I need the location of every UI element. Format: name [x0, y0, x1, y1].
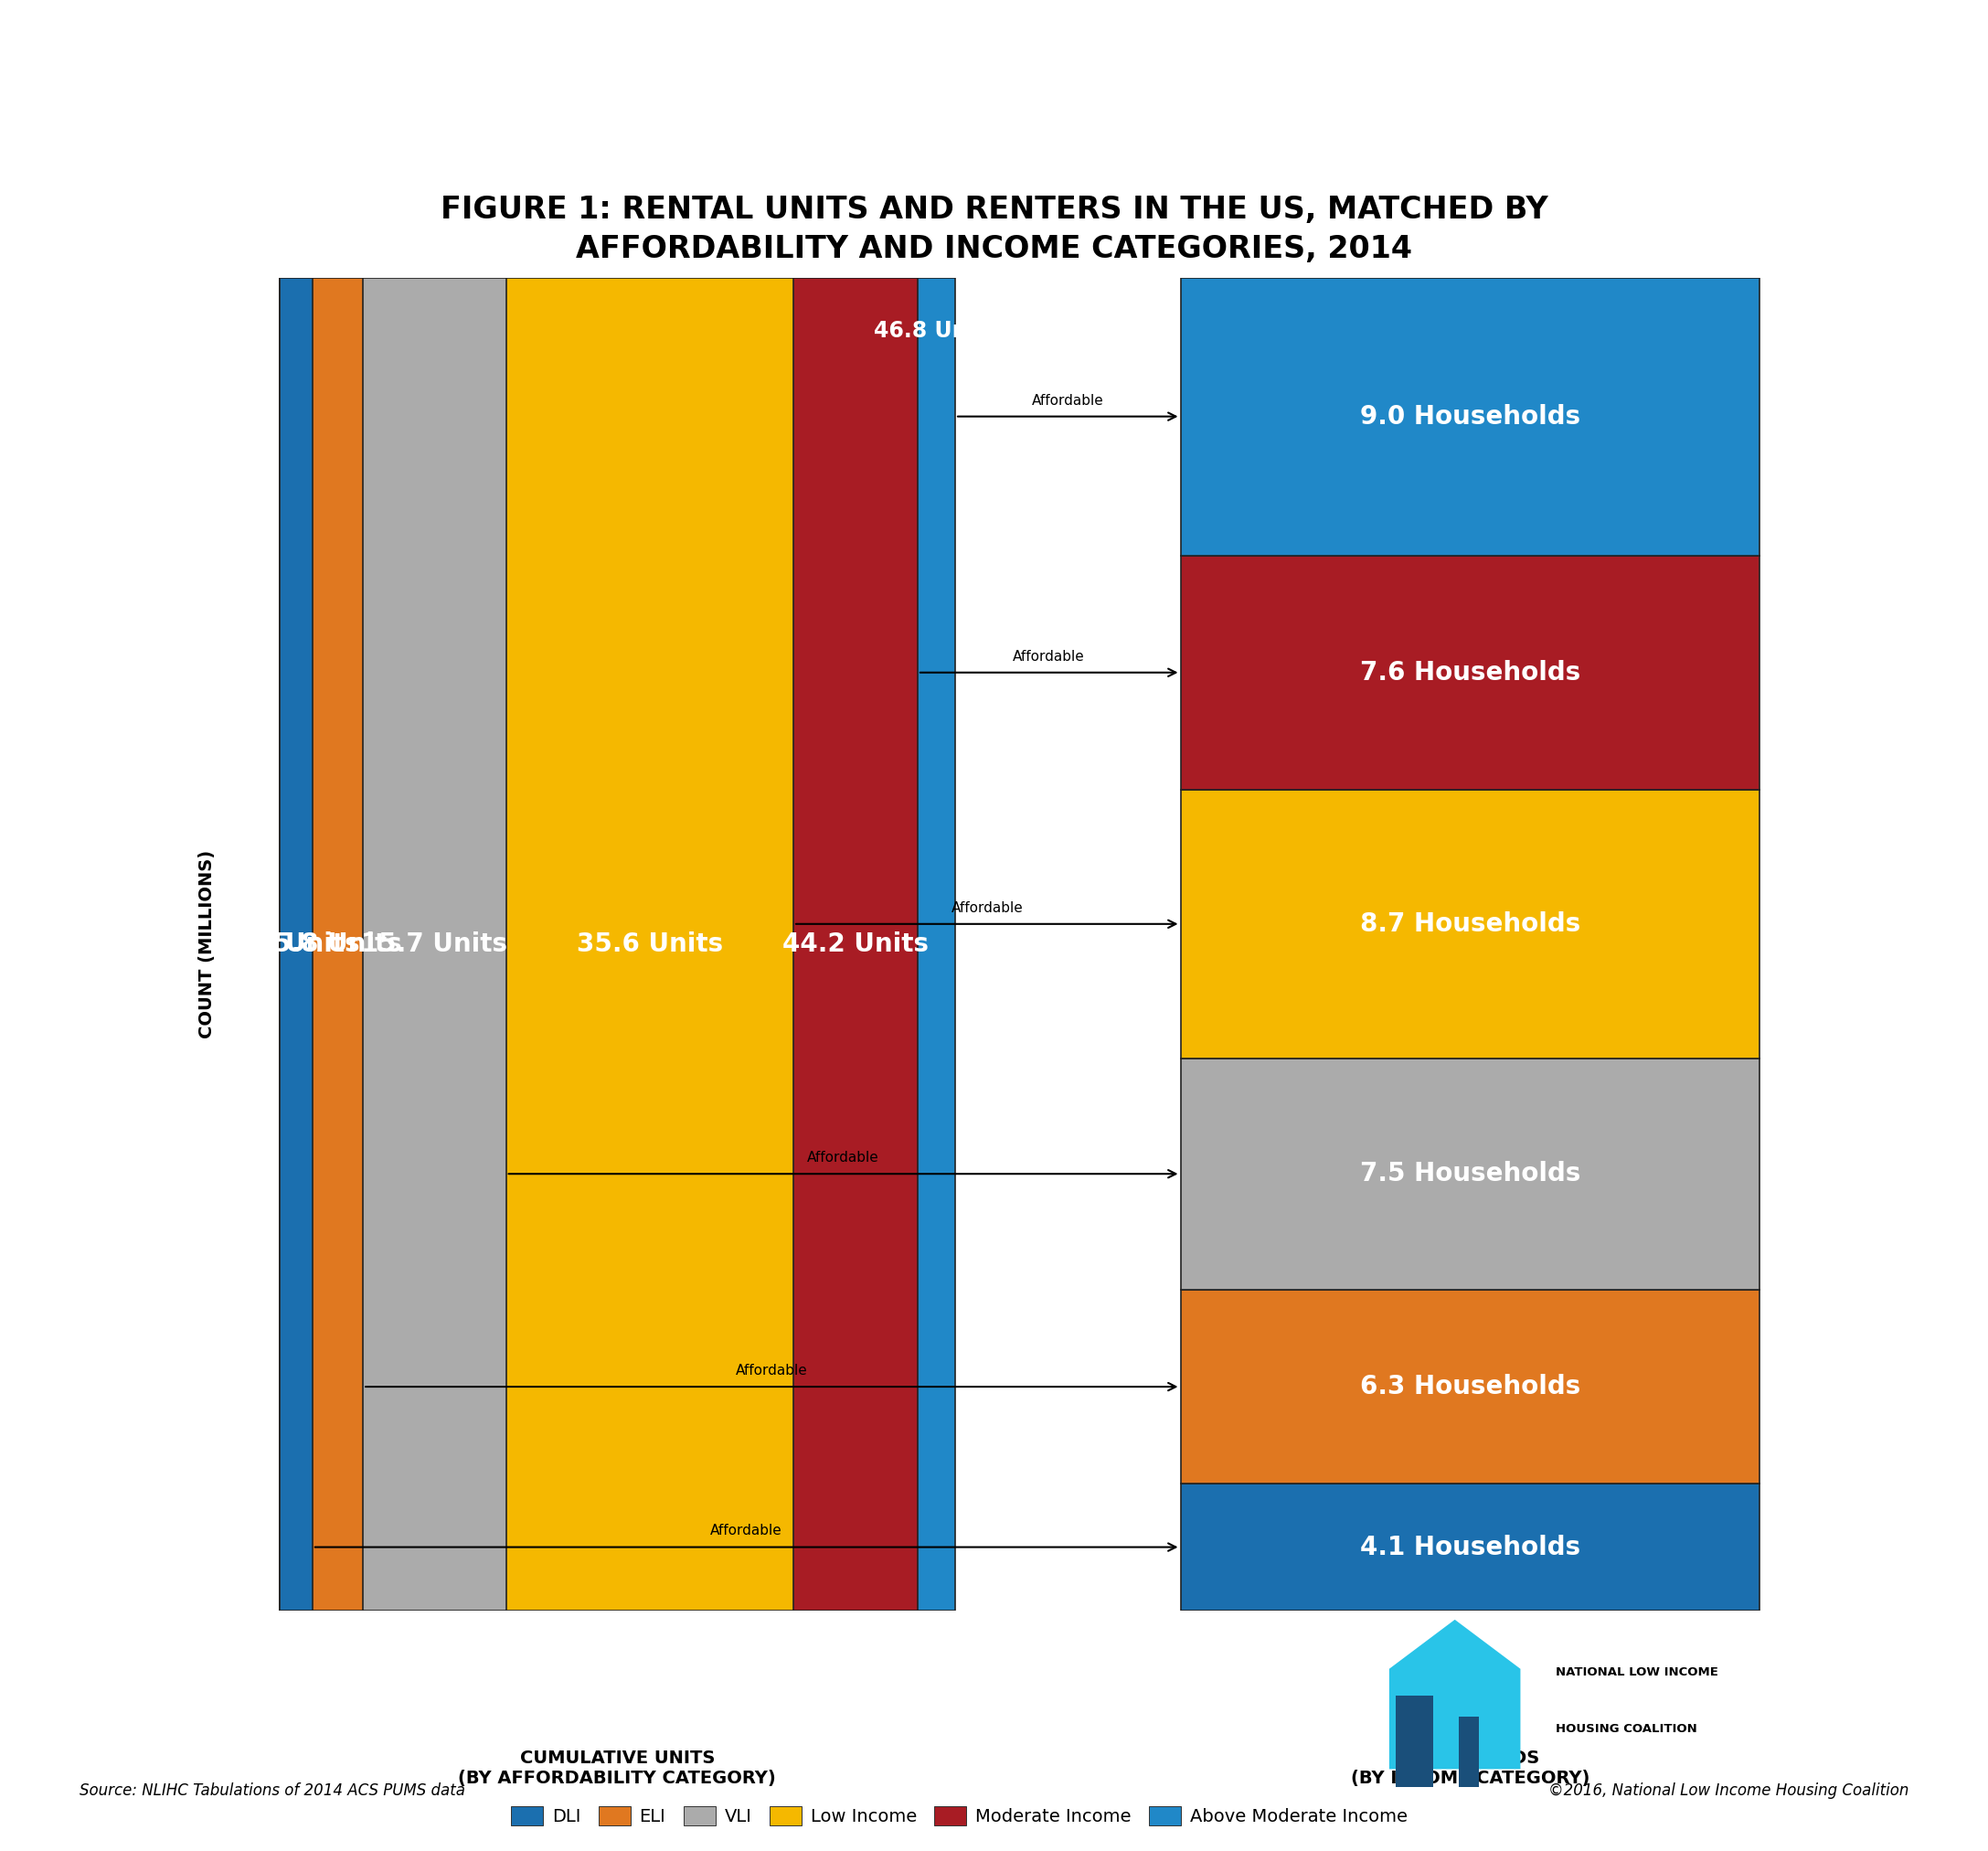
Text: Affordable: Affordable [1032, 394, 1103, 407]
FancyBboxPatch shape [1181, 1059, 1759, 1290]
FancyBboxPatch shape [1181, 1290, 1759, 1485]
Text: Affordable: Affordable [710, 1523, 783, 1538]
Text: HOUSEHOLDS
(BY INCOME CATEGORY): HOUSEHOLDS (BY INCOME CATEGORY) [1350, 1749, 1590, 1786]
FancyBboxPatch shape [278, 278, 954, 1610]
FancyBboxPatch shape [278, 278, 793, 1610]
Text: 46.8 Units: 46.8 Units [875, 320, 998, 342]
Text: NATIONAL LOW INCOME: NATIONAL LOW INCOME [1555, 1666, 1718, 1679]
FancyBboxPatch shape [278, 278, 918, 1610]
FancyBboxPatch shape [1459, 1716, 1479, 1786]
Text: CUMULATIVE UNITS
(BY AFFORDABILITY CATEGORY): CUMULATIVE UNITS (BY AFFORDABILITY CATEG… [459, 1749, 775, 1786]
Text: Affordable: Affordable [950, 901, 1024, 914]
Text: Affordable: Affordable [1014, 650, 1085, 663]
FancyBboxPatch shape [278, 278, 507, 1610]
Text: 44.2 Units: 44.2 Units [783, 931, 928, 957]
Text: 8.7 Households: 8.7 Households [1360, 911, 1580, 937]
Text: Source: NLIHC Tabulations of 2014 ACS PUMS data: Source: NLIHC Tabulations of 2014 ACS PU… [80, 1783, 465, 1799]
Legend: DLI, ELI, VLI, Low Income, Moderate Income, Above Moderate Income: DLI, ELI, VLI, Low Income, Moderate Inco… [505, 1799, 1413, 1832]
Text: 7.5 Households: 7.5 Households [1360, 1161, 1580, 1186]
Text: 15.7 Units: 15.7 Units [362, 931, 507, 957]
Text: 9.0 Households: 9.0 Households [1360, 404, 1580, 429]
Text: 7.6 Households: 7.6 Households [1360, 659, 1580, 685]
FancyBboxPatch shape [1181, 1485, 1759, 1610]
FancyBboxPatch shape [278, 278, 364, 1610]
Text: 35.6 Units: 35.6 Units [577, 931, 724, 957]
Text: COUNT (MILLIONS): COUNT (MILLIONS) [199, 850, 215, 1038]
Text: 2.3 Units: 2.3 Units [233, 931, 360, 957]
FancyBboxPatch shape [1181, 278, 1759, 555]
FancyBboxPatch shape [1181, 790, 1759, 1059]
Text: HOUSING COALITION: HOUSING COALITION [1555, 1723, 1698, 1734]
Text: Affordable: Affordable [807, 1151, 879, 1164]
Text: 5.8 Units: 5.8 Units [274, 931, 402, 957]
Text: FIGURE 1: RENTAL UNITS AND RENTERS IN THE US, MATCHED BY
AFFORDABILITY AND INCOM: FIGURE 1: RENTAL UNITS AND RENTERS IN TH… [439, 194, 1549, 265]
FancyBboxPatch shape [278, 278, 312, 1610]
FancyBboxPatch shape [1396, 1696, 1433, 1786]
Polygon shape [1390, 1620, 1521, 1770]
Text: Affordable: Affordable [736, 1364, 807, 1377]
Text: ©2016, National Low Income Housing Coalition: ©2016, National Low Income Housing Coali… [1549, 1783, 1908, 1799]
FancyBboxPatch shape [1181, 555, 1759, 790]
Text: 4.1 Households: 4.1 Households [1360, 1534, 1580, 1560]
Text: 6.3 Households: 6.3 Households [1360, 1373, 1580, 1399]
